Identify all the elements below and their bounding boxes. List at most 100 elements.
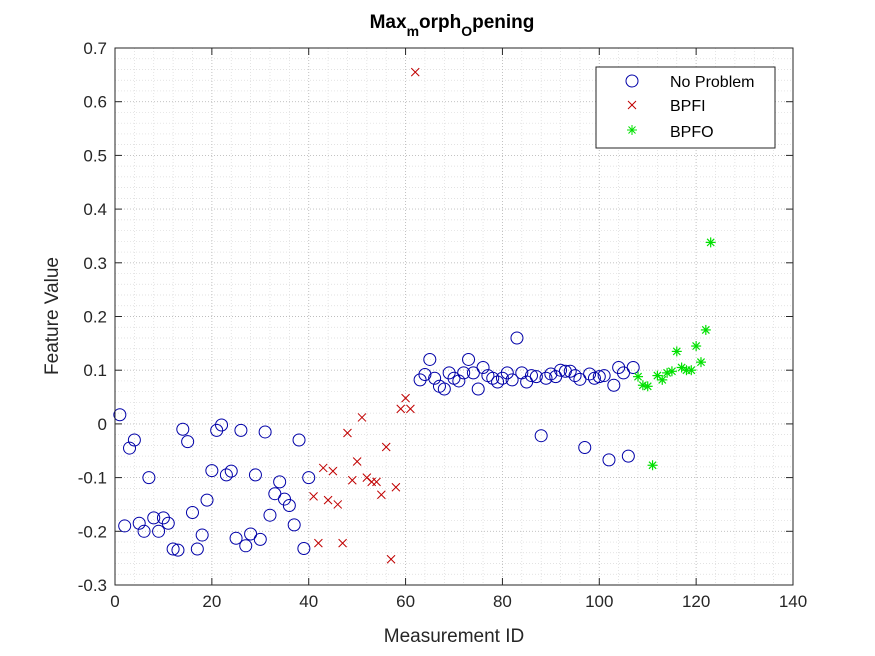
x-tick-label: 140 [779,592,807,611]
x-tick-label: 40 [299,592,318,611]
y-tick-label: 0.2 [83,308,107,327]
point-no-problem [273,475,287,489]
point-no-problem [617,366,630,380]
point-bpfo [652,370,663,381]
point-no-problem [626,361,640,375]
point-no-problem [413,373,427,387]
point-no-problem [282,499,296,513]
x-tick-label: 20 [202,592,221,611]
point-no-problem [137,524,151,538]
point-bpfo [662,367,673,378]
point-no-problem [539,371,553,385]
point-no-problem [607,378,621,392]
point-no-problem [495,371,509,385]
point-no-problem [123,441,137,455]
point-no-problem [534,429,548,443]
point-bpfi [377,490,386,500]
title-subscript-1: m [407,23,419,39]
point-bpfo [700,324,711,335]
point-bpfi [333,500,343,509]
point-no-problem [462,352,476,366]
x-tick-label: 100 [585,592,613,611]
point-no-problem [224,464,238,478]
title-part-2: orph [419,12,461,33]
point-bpfo [633,371,644,382]
point-bpfo [691,341,702,352]
point-bpfo [642,381,653,392]
axes-box [114,47,794,586]
point-no-problem [244,527,258,541]
point-no-problem [466,366,480,380]
y-tick-label: 0.5 [83,146,107,165]
point-no-problem [171,543,185,557]
point-no-problem [491,375,505,389]
point-bpfi [357,413,367,422]
y-tick-label: -0.2 [78,522,107,541]
point-no-problem [563,364,577,378]
data-points [113,67,716,564]
point-no-problem [268,487,282,501]
point-no-problem [297,541,311,555]
point-no-problem [500,366,514,380]
axis-ticks: 0 20 40 60 80 100 120 140 -0.3 -0.2 -0.1 0 0.1 0.2 0.3… [78,39,807,611]
point-bpfo [695,357,706,368]
point-bpfi [318,463,328,473]
point-bpfi [401,393,410,403]
point-no-problem [505,373,519,387]
point-no-problem [278,492,291,506]
point-bpfi [338,538,347,548]
point-no-problem [471,382,485,396]
point-bpfi [343,428,352,438]
y-tick-label: 0.1 [83,361,107,380]
point-bpfi [381,442,391,452]
point-no-problem [185,506,199,520]
y-tick-label: 0 [98,415,107,434]
point-no-problem [147,511,161,525]
point-no-problem [592,370,606,384]
point-bpfo [705,237,716,248]
point-no-problem [156,511,170,525]
point-bpfi [347,475,357,485]
x-axis-label: Measurement ID [384,626,524,647]
y-tick-label: 0.4 [83,200,107,219]
point-no-problem [166,542,180,556]
point-no-problem [568,369,582,383]
point-bpfi [328,466,338,476]
y-tick-label: 0.6 [83,93,107,112]
point-no-problem [190,542,204,556]
x-tick-label: 60 [396,592,415,611]
point-no-problem [418,367,432,381]
point-no-problem [529,370,543,384]
point-no-problem [210,423,224,437]
point-no-problem [476,361,490,375]
point-no-problem [524,369,538,383]
point-bpfo [666,366,677,377]
point-bpfi [406,404,415,414]
point-bpfi [309,492,318,501]
point-bpfi [314,538,323,548]
point-no-problem [263,508,277,522]
point-no-problem [583,367,597,381]
y-tick-label: -0.3 [78,576,107,595]
point-no-problem [205,464,219,478]
point-no-problem [253,532,267,546]
point-no-problem [457,366,471,380]
point-no-problem [234,423,248,437]
point-no-problem [486,371,500,385]
point-no-problem [200,493,214,507]
point-bpfi [410,67,420,77]
y-tick-label: -0.1 [78,469,107,488]
point-no-problem [181,435,195,449]
point-no-problem [612,361,626,375]
point-no-problem [152,524,166,538]
point-no-problem [215,418,229,432]
point-no-problem [423,352,437,366]
y-tick-label: 0.3 [83,254,107,273]
point-bpfi [396,404,406,414]
y-tick-label: 0.7 [83,39,107,58]
point-no-problem [437,382,451,396]
point-no-problem [118,519,132,533]
title-subscript-2: O [461,23,472,39]
point-bpfi [386,554,396,564]
